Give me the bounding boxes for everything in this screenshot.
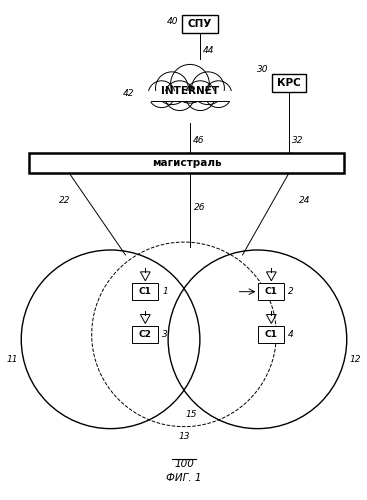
FancyBboxPatch shape (272, 74, 306, 92)
Text: C1: C1 (265, 287, 278, 296)
Text: 12: 12 (350, 354, 361, 364)
Text: СПУ: СПУ (188, 18, 212, 28)
FancyBboxPatch shape (182, 15, 218, 32)
Text: 40: 40 (167, 17, 178, 26)
Text: 46: 46 (193, 136, 204, 145)
Circle shape (192, 72, 224, 104)
Circle shape (165, 81, 195, 110)
Text: C1: C1 (265, 330, 278, 339)
Text: 3: 3 (162, 330, 168, 339)
Circle shape (156, 72, 188, 104)
FancyBboxPatch shape (258, 283, 284, 300)
Text: 26: 26 (194, 203, 206, 212)
Text: магистраль: магистраль (152, 158, 221, 168)
FancyBboxPatch shape (132, 283, 158, 300)
Circle shape (205, 81, 232, 108)
Text: 13: 13 (178, 432, 190, 440)
Text: 22: 22 (59, 196, 70, 205)
FancyBboxPatch shape (132, 326, 158, 343)
Text: 1: 1 (162, 287, 168, 296)
Text: INTERNET: INTERNET (161, 86, 219, 96)
FancyBboxPatch shape (143, 91, 236, 102)
Text: 2: 2 (288, 287, 294, 296)
Text: 44: 44 (203, 46, 214, 55)
Text: 42: 42 (123, 88, 134, 98)
Circle shape (171, 64, 209, 103)
Text: КРС: КРС (277, 78, 301, 88)
FancyBboxPatch shape (258, 326, 284, 343)
Circle shape (148, 81, 175, 108)
FancyBboxPatch shape (29, 152, 344, 172)
Text: 30: 30 (257, 65, 268, 74)
Text: 100: 100 (174, 460, 194, 469)
Text: 4: 4 (288, 330, 294, 339)
Text: 24: 24 (299, 196, 310, 205)
Text: 11: 11 (7, 354, 18, 364)
Circle shape (185, 81, 215, 110)
Text: 32: 32 (292, 136, 304, 145)
Text: C1: C1 (139, 287, 152, 296)
Text: C2: C2 (139, 330, 152, 339)
Text: ФИГ. 1: ФИГ. 1 (166, 474, 202, 484)
Text: 15: 15 (186, 410, 197, 418)
